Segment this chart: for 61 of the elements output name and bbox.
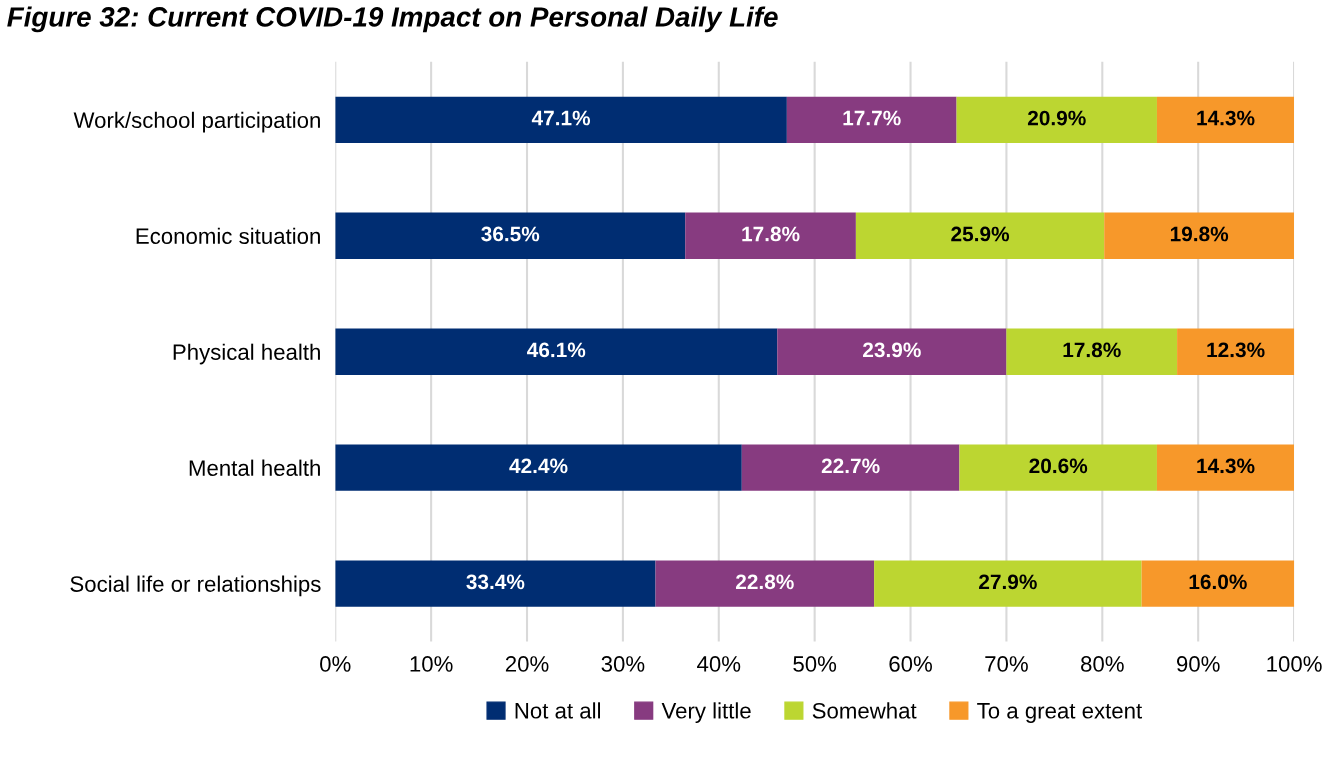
x-tick-label: 80% [1081, 656, 1124, 672]
bar [335, 212, 686, 259]
bar [335, 96, 787, 144]
data-label: 46.1% [527, 342, 586, 358]
bar [1141, 560, 1295, 607]
bar [777, 328, 1007, 375]
data-label: 23.9% [863, 342, 921, 358]
x-tick-label: 20% [505, 656, 549, 672]
legend-label: Very little [661, 702, 751, 724]
y-tick-label: Social life or relationships [70, 575, 321, 597]
bar [1006, 328, 1178, 375]
bar [1156, 444, 1295, 491]
bar [685, 212, 856, 259]
y-tick-label: Work/school participation [73, 111, 320, 133]
y-tick-label: Physical health [173, 343, 320, 365]
data-label: 12.3% [1207, 342, 1265, 358]
data-label: 20.6% [1029, 458, 1088, 474]
bar [655, 560, 875, 607]
bar [335, 328, 778, 375]
data-label: 20.9% [1027, 110, 1086, 126]
x-tick-label: 30% [601, 656, 645, 672]
x-tick-label: 40% [697, 656, 741, 672]
x-tick-label: 50% [793, 656, 837, 672]
data-label: 16.0% [1189, 574, 1247, 590]
data-label: 17.8% [742, 226, 800, 242]
data-label: 33.4% [466, 574, 525, 590]
data-label: 14.3% [1197, 110, 1255, 126]
legend-label: Not at all [515, 702, 601, 719]
data-label: 22.8% [735, 574, 794, 590]
bar [1177, 328, 1295, 375]
data-label: 25.9% [951, 226, 1010, 242]
bar [874, 560, 1142, 607]
legend-label: To a great extent [977, 703, 1143, 724]
data-label: 42.4% [509, 458, 568, 474]
y-tick-label: Mental health [189, 459, 320, 476]
bar [1104, 212, 1295, 259]
data-label: 17.7% [843, 110, 901, 126]
data-label: 36.5% [481, 226, 540, 242]
legend-label: Somewhat [812, 702, 917, 719]
data-label: 17.8% [1063, 342, 1121, 358]
bar [335, 444, 742, 491]
x-tick-label: 70% [985, 656, 1028, 672]
data-label: 14.3% [1197, 458, 1255, 474]
bar [786, 96, 957, 144]
chart-title: Figure 32: Current COVID-19 Impact on Personal Daily Life [7, 6, 778, 33]
x-tick-label: 10% [410, 656, 453, 672]
x-tick-label: 100% [1267, 656, 1322, 672]
x-tick-label: 90% [1176, 656, 1220, 672]
bar [741, 444, 960, 491]
bar [959, 444, 1157, 491]
data-label: 22.7% [821, 458, 880, 474]
bar [335, 560, 656, 607]
x-tick-label: 0% [320, 656, 351, 672]
y-tick-label: Economic situation [136, 227, 320, 245]
bar [956, 96, 1157, 144]
data-label: 47.1% [531, 110, 591, 126]
bar [1156, 96, 1295, 144]
data-label: 19.8% [1170, 226, 1229, 242]
bar [855, 212, 1105, 259]
data-label: 27.9% [979, 574, 1037, 590]
x-tick-label: 60% [889, 656, 932, 672]
